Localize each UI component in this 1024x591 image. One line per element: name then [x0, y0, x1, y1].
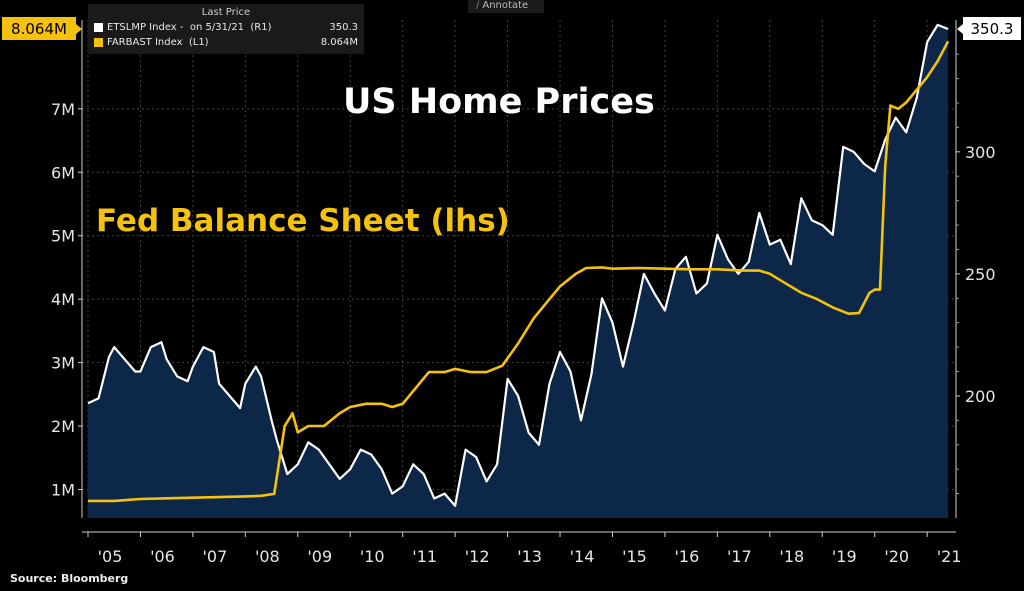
x-tick-label: '05 [98, 547, 123, 566]
x-tick-label: '14 [570, 547, 595, 566]
x-tick-label: '16 [675, 547, 700, 566]
left-tick-label: 2M [51, 417, 75, 436]
legend-name: FARBAST Index (L1) [107, 36, 209, 48]
legend-value: 8.064M [320, 36, 358, 48]
pencil-icon: ∕ [476, 0, 480, 11]
right-badge-pointer [957, 24, 963, 34]
legend-item-farbast[interactable]: FARBAST Index (L1) 8.064M [88, 35, 364, 50]
x-tick-label: '08 [255, 547, 280, 566]
chart-subtitle: Fed Balance Sheet (lhs) [96, 203, 510, 239]
right-tick-label: 200 [965, 387, 996, 406]
left-last-value-label: 8.064M [11, 20, 67, 38]
annotate-button[interactable]: ∕ Annotate [468, 0, 544, 13]
legend-swatch-white [94, 23, 103, 32]
x-tick-label: '13 [517, 547, 542, 566]
x-tick-label: '20 [884, 547, 909, 566]
left-tick-label: 1M [51, 480, 75, 499]
legend-value: 350.3 [329, 21, 358, 33]
axes: 1M 2M 3M 4M 5M 6M 7M 200 250 300 '05 '06 '07 '08 '09 '1… [2, 17, 1021, 566]
legend-swatch-gold [94, 38, 103, 47]
legend-item-etslmp[interactable]: ETSLMP Index - on 5/31/21 (R1) 350.3 [88, 20, 364, 35]
left-tick-label: 5M [51, 227, 75, 246]
x-tick-label: '11 [412, 547, 437, 566]
left-tick-label: 4M [51, 290, 75, 309]
legend-header: Last Price [201, 7, 251, 18]
x-tick-label: '06 [150, 547, 175, 566]
right-last-value-badge [963, 17, 1021, 40]
source-note: Source: Bloomberg [10, 572, 129, 585]
right-last-value-label: 350.3 [971, 20, 1014, 38]
x-tick-label: '21 [937, 547, 962, 566]
left-last-value-badge [2, 17, 76, 40]
x-tick-label: '15 [622, 547, 647, 566]
right-tick-label: 250 [965, 265, 996, 284]
x-tick-label: '12 [465, 547, 490, 566]
left-tick-label: 7M [51, 100, 75, 119]
x-tick-label: '07 [203, 547, 228, 566]
fed-balance-line [88, 40, 950, 503]
x-tick-label: '10 [360, 547, 385, 566]
home-prices-line [87, 23, 949, 507]
left-tick-label: 6M [51, 163, 75, 182]
x-tick-label: '09 [307, 547, 332, 566]
legend: Last Price ETSLMP Index - on 5/31/21 (R1… [88, 4, 364, 54]
chart-title: US Home Prices [343, 82, 655, 122]
x-tick-label: '18 [779, 547, 804, 566]
x-tick-label: '17 [727, 547, 752, 566]
annotate-label: Annotate [482, 0, 529, 11]
x-tick-label: '19 [832, 547, 857, 566]
left-badge-pointer [76, 24, 82, 34]
home-prices-area [88, 24, 949, 519]
legend-name: ETSLMP Index - on 5/31/21 (R1) [107, 21, 272, 33]
left-tick-label: 3M [51, 354, 75, 373]
right-tick-label: 300 [965, 143, 996, 162]
